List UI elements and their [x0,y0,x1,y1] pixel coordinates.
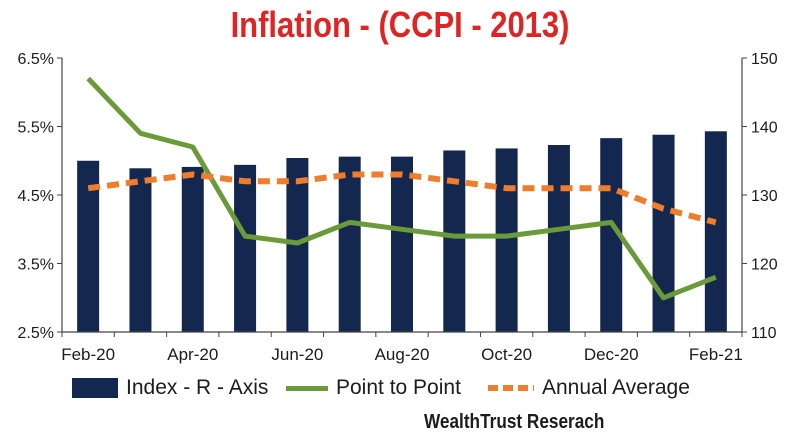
bar-index [547,144,570,332]
legend-label-annual-average: Annual Average [542,376,690,399]
bar-index [391,156,413,332]
chart-plot: 2.5% 3.5% 4.5% 5.5% 6.5% 110 120 130 140 150 Feb-2… [18,51,778,364]
bar-index [495,148,518,332]
x-tick-label: Dec-20 [584,345,639,364]
legend-item-point-to-point: Point to Point [286,376,461,400]
right-tick-label: 140 [751,120,778,137]
right-tick-label: 110 [751,325,777,342]
bar-index [129,168,152,332]
x-tick-label: Jun-20 [271,345,323,364]
x-tick-label: Oct-20 [481,345,532,364]
right-tick-label: 130 [751,188,778,205]
chart-title: Inflation - (CCPI - 2013) [230,4,570,45]
bar-index [181,166,204,332]
bar-index [704,131,727,332]
bar-index [234,164,257,332]
source-credit: WealthTrust Reserach [424,411,605,433]
right-tick-label: 150 [751,51,778,68]
x-tick-label: Feb-20 [61,345,115,364]
x-tick-label: Apr-20 [167,345,218,364]
bar-index [652,134,675,332]
left-tick-label: 2.5% [18,325,54,342]
x-tick-label: Feb-21 [689,345,743,364]
right-tick-label: 120 [751,257,778,274]
bar-index [77,160,100,332]
bar-index [338,156,361,332]
left-tick-label: 5.5% [18,120,54,137]
legend-item-index: Index - R - Axis [72,376,268,400]
left-tick-label: 6.5% [18,51,54,68]
legend-swatch-line [286,385,328,391]
line-annual-average [87,171,717,226]
line-point-to-point [86,76,717,301]
chart-legend: Index - R - Axis Point to Point Annual A… [0,376,800,416]
legend-item-annual-average: Annual Average [488,376,690,400]
legend-swatch-bar [72,378,118,398]
legend-swatch-dashed [488,385,534,391]
bar-index [443,150,466,332]
left-tick-label: 4.5% [18,188,54,205]
legend-label-index: Index - R - Axis [126,376,269,399]
left-tick-label: 3.5% [18,257,54,274]
legend-label-point-to-point: Point to Point [336,376,461,399]
x-tick-label: Aug-20 [375,345,430,364]
